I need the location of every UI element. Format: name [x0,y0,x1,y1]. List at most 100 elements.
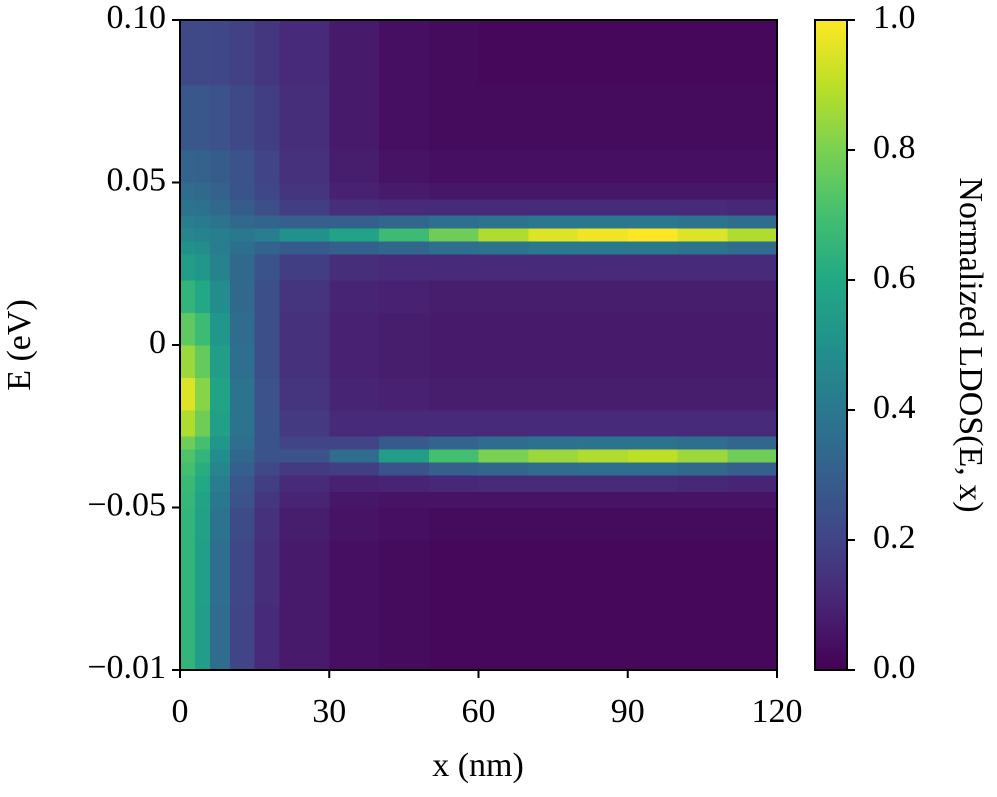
heatmap-cell [194,377,211,411]
heatmap-cell [194,345,211,379]
heatmap-cell [428,182,480,200]
heatmap-cell [209,507,231,541]
heatmap-cell [578,475,629,492]
heatmap-cell [194,312,211,346]
heatmap-cell [428,228,480,242]
heatmap-cell [578,254,629,281]
heatmap-cell [329,410,380,437]
heatmap-cell [279,182,330,200]
heatmap-cell [229,491,256,509]
heatmap-cell [194,20,211,86]
heatmap-cell [229,228,256,242]
heatmap-cell [254,491,281,509]
heatmap-cell [627,280,679,314]
heatmap-cell [329,605,380,671]
x-axis-label: x (nm) [432,747,524,784]
heatmap-cell [329,377,380,411]
heatmap-cell [627,475,679,492]
heatmap-cell [254,605,281,671]
heatmap-cell [478,345,529,379]
heatmap-cell [209,198,231,216]
heatmap-cell [209,20,231,86]
heatmap-cell [379,228,430,242]
heatmap-cell [329,507,380,541]
heatmap-cell [528,182,579,200]
heatmap-cell [677,215,728,229]
colorbar-label: Normalized LDOS(E, x) [952,177,989,512]
heatmap-cell [254,228,281,242]
heatmap-cell [194,182,211,200]
heatmap-cell [379,215,430,229]
heatmap-cell [229,462,256,476]
heatmap-cell [478,198,529,216]
heatmap-cell [428,20,480,86]
heatmap-cell [329,228,380,242]
heatmap-cell [209,377,231,411]
heatmap-cell [209,475,231,492]
heatmap-cell [578,182,629,200]
heatmap-cell [528,85,579,151]
heatmap-cell [229,540,256,606]
heatmap-cell [677,182,728,200]
heatmap-cell [677,377,728,411]
heatmap-cell [379,241,430,255]
heatmap-cell [180,241,196,255]
heatmap-cell [229,254,256,281]
heatmap-cell [727,507,778,541]
heatmap-cell [677,198,728,216]
heatmap-cell [180,491,196,509]
plot-frame [179,19,778,671]
heatmap-cell [727,85,778,151]
heatmap-cell [727,228,778,242]
heatmap-cell [254,254,281,281]
heatmap-cell [578,449,629,463]
x-tick-label: 60 [462,693,496,730]
heatmap-cell [677,228,728,242]
heatmap-cell [478,241,529,255]
heatmap-cell [329,436,380,450]
heatmap-cell [229,198,256,216]
heatmap-cell [478,254,529,281]
heatmap-cell [677,20,728,86]
heatmap-cell [578,377,629,411]
heatmap-cell [209,150,231,184]
heatmap-cell [428,410,480,437]
heatmap-cell [209,280,231,314]
heatmap-cell [329,20,380,86]
heatmap-cell [727,377,778,411]
heatmap [180,20,778,671]
heatmap-cell [677,462,728,476]
heatmap-cell [379,345,430,379]
heatmap-cell [329,241,380,255]
heatmap-cell [254,436,281,450]
heatmap-cell [578,605,629,671]
heatmap-cell [180,345,196,379]
heatmap-cell [209,254,231,281]
heatmap-cell [528,605,579,671]
heatmap-cell [194,150,211,184]
heatmap-cell [727,436,778,450]
heatmap-cell [180,150,196,184]
heatmap-cell [428,198,480,216]
heatmap-cell [528,215,579,229]
heatmap-cell [180,85,196,151]
heatmap-cell [194,462,211,476]
y-tick-label: −0.01 [87,649,166,686]
heatmap-cell [194,540,211,606]
colorbar-tick-label: 1.0 [873,0,916,36]
heatmap-cell [180,540,196,606]
heatmap-cell [379,312,430,346]
heatmap-cell [254,312,281,346]
heatmap-cell [428,491,480,509]
colorbar-tick-label: 0.0 [873,649,916,686]
heatmap-cell [229,215,256,229]
heatmap-cell [329,280,380,314]
heatmap-cell [428,540,480,606]
colorbar-tick-label: 0.6 [873,259,916,296]
y-tick-label: 0.05 [107,161,167,198]
heatmap-cell [727,540,778,606]
heatmap-cell [279,462,330,476]
heatmap-cell [627,605,679,671]
heatmap-cell [180,436,196,450]
